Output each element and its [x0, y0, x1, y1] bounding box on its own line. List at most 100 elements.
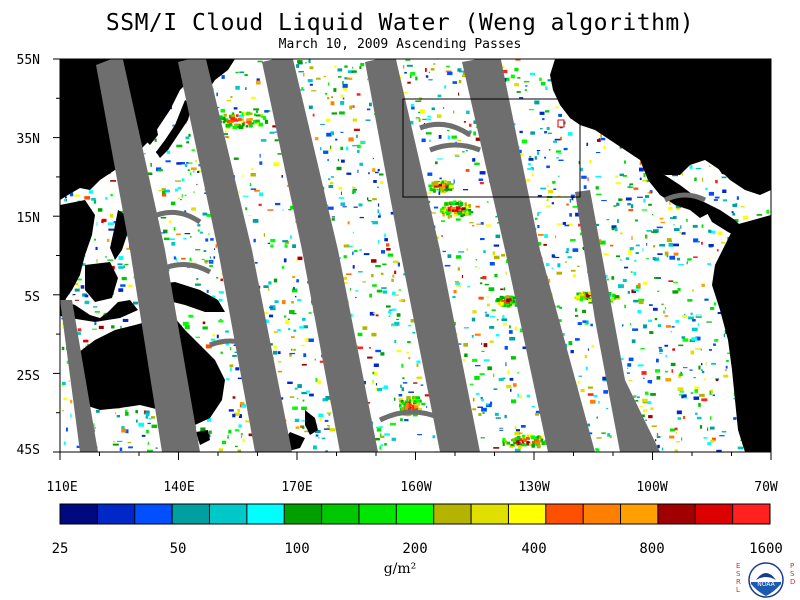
cloud-pixel [372, 381, 375, 385]
cloud-pixel [472, 358, 478, 362]
cloud-pixel [362, 281, 366, 283]
cloud-pixel [637, 364, 644, 367]
cloud-pixel [225, 378, 230, 381]
cloud-pixel [456, 333, 458, 336]
cloud-pixel [105, 255, 107, 258]
cloud-pixel [707, 263, 711, 265]
cloud-pixel [216, 107, 220, 109]
cloud-pixel [438, 135, 442, 139]
colorbar-swatch [209, 504, 248, 524]
cloud-pixel [682, 416, 686, 419]
cloud-pixel [121, 426, 125, 430]
cloud-pixel [247, 215, 252, 217]
cloud-pixel [306, 390, 310, 393]
cloud-pixel [465, 169, 470, 172]
cloud-pixel [334, 65, 337, 68]
cloud-pixel [367, 78, 369, 81]
cloud-pixel [392, 291, 396, 296]
cloud-pixel [482, 412, 485, 414]
cloud-pixel [407, 81, 411, 84]
cloud-pixel [489, 401, 493, 405]
cloud-pixel [502, 314, 505, 319]
cloud-pixel [514, 298, 517, 301]
cloud-pixel [314, 430, 321, 433]
cloud-pixel [555, 235, 557, 238]
cloud-pixel [237, 377, 244, 380]
cloud-pixel [502, 323, 507, 326]
cloud-pixel [162, 190, 166, 194]
cloud-pixel [664, 307, 667, 310]
cloud-pixel [530, 435, 535, 440]
cloud-pixel [723, 374, 729, 378]
cloud-pixel [329, 182, 334, 185]
cloud-pixel [442, 107, 445, 109]
cloud-pixel [379, 446, 382, 450]
cloud-pixel [438, 191, 441, 195]
cloud-pixel [259, 153, 261, 158]
cloud-pixel [641, 371, 647, 375]
cloud-pixel [537, 242, 541, 246]
cloud-pixel [301, 391, 308, 395]
cloud-pixel [602, 376, 607, 381]
cloud-pixel [416, 376, 423, 379]
cloud-pixel [672, 281, 678, 283]
cloud-pixel [410, 319, 415, 323]
cloud-pixel [693, 256, 698, 258]
cloud-pixel [352, 251, 354, 256]
cloud-pixel [485, 314, 490, 317]
cloud-pixel [641, 414, 645, 418]
cloud-pixel [582, 309, 586, 313]
cloud-pixel [95, 410, 100, 413]
cloud-pixel [369, 293, 372, 298]
cloud-pixel [607, 433, 611, 437]
cloud-pixel [701, 398, 708, 402]
cloud-pixel [108, 228, 115, 231]
cloud-pixel [465, 150, 468, 152]
cloud-pixel [535, 217, 538, 220]
cloud-pixel [330, 101, 335, 106]
cloud-pixel [458, 251, 465, 253]
cloud-pixel [579, 228, 582, 230]
cloud-pixel [593, 394, 598, 397]
cloud-pixel [668, 242, 673, 247]
cloud-pixel [351, 70, 357, 73]
cloud-pixel [569, 213, 572, 217]
cloud-pixel [291, 301, 294, 304]
cloud-pixel [447, 208, 451, 212]
cloud-pixel [250, 96, 256, 99]
cloud-pixel [576, 295, 580, 299]
cloud-pixel [210, 338, 216, 341]
cloud-pixel [631, 289, 636, 293]
cloud-pixel [444, 264, 451, 267]
cloud-pixel [679, 390, 685, 393]
cloud-pixel [327, 425, 330, 429]
cloud-pixel [505, 362, 507, 367]
colorbar-swatch [620, 504, 659, 524]
cloud-pixel [344, 65, 348, 68]
cloud-pixel [536, 150, 541, 152]
cloud-pixel [414, 406, 417, 409]
cloud-pixel [659, 244, 666, 247]
cloud-pixel [489, 316, 496, 318]
cloud-pixel [691, 289, 694, 292]
cloud-pixel [499, 301, 504, 306]
cloud-pixel [303, 353, 307, 358]
cloud-pixel [107, 259, 114, 261]
cloud-pixel [218, 448, 223, 452]
cloud-pixel [331, 218, 335, 221]
cloud-pixel [534, 156, 537, 160]
cloud-pixel [369, 102, 372, 107]
cloud-pixel [302, 317, 306, 321]
cloud-pixel [451, 209, 455, 212]
cloud-pixel [287, 318, 290, 321]
cloud-pixel [175, 257, 177, 261]
cloud-pixel [504, 414, 507, 419]
cloud-pixel [324, 92, 328, 95]
cloud-pixel [73, 282, 79, 286]
cloud-pixel [401, 401, 405, 405]
cloud-pixel [477, 406, 483, 408]
lat-label-35n: 35N [16, 132, 40, 147]
cloud-pixel [711, 362, 716, 365]
cloud-pixel [695, 412, 698, 415]
cloud-pixel [426, 192, 431, 194]
